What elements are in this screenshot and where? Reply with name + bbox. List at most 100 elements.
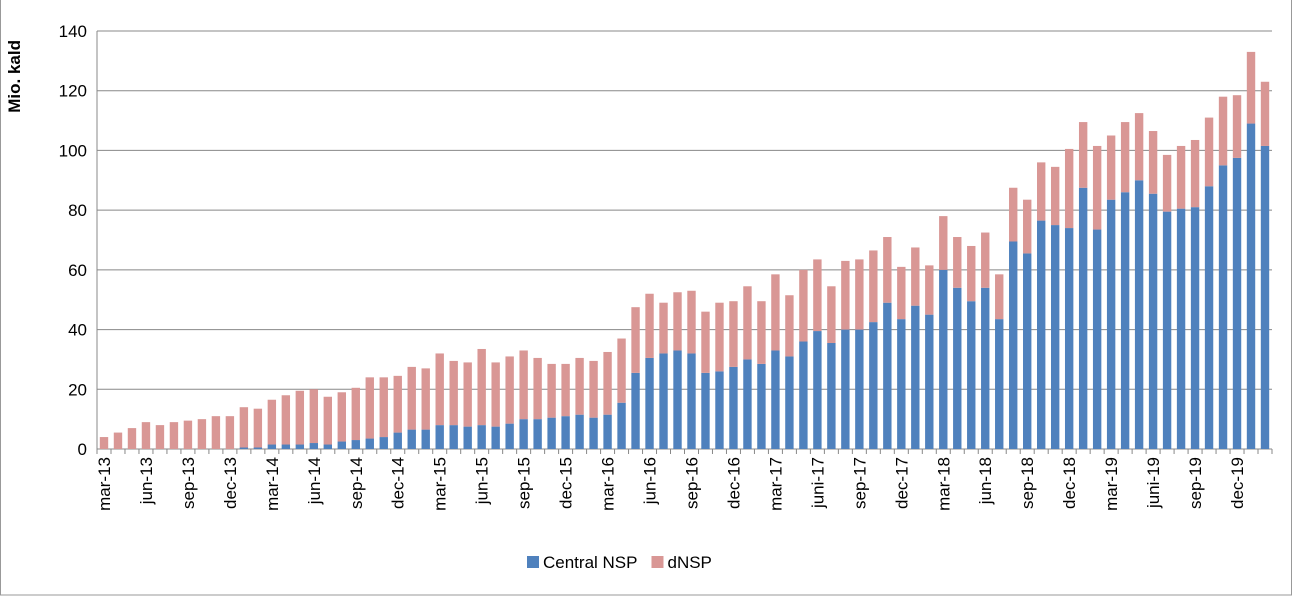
bar-segment <box>939 269 948 449</box>
bar-segment <box>1232 95 1242 158</box>
bar-segment <box>1037 220 1046 449</box>
bar-segment <box>995 319 1004 449</box>
bar-segment <box>757 301 766 364</box>
bar-segment <box>673 292 682 351</box>
bar-segment <box>519 350 528 420</box>
x-tick-label: jun-16 <box>641 457 660 505</box>
bar-segment <box>365 438 374 449</box>
legend-swatch <box>527 556 539 568</box>
bar-segment <box>491 426 500 449</box>
x-tick-label: sep-14 <box>347 457 366 509</box>
bar-segment <box>939 216 948 270</box>
x-tick-label: mar-17 <box>766 457 785 511</box>
bar-segment <box>883 237 892 303</box>
legend-label: dNSP <box>667 553 711 572</box>
bar-segment <box>1009 187 1018 242</box>
bar-segment <box>1009 241 1018 449</box>
bar-segment <box>771 350 780 449</box>
bar-segment <box>435 353 444 426</box>
bar-segment <box>589 360 598 418</box>
bar-segment <box>827 343 836 449</box>
bar-segment <box>183 420 193 449</box>
bar-segment <box>491 362 500 427</box>
bar-segment <box>925 314 934 449</box>
bar-segment <box>1023 253 1032 449</box>
bar-segment <box>519 419 528 449</box>
bar-segment <box>1023 199 1032 254</box>
bar-segment <box>1218 165 1228 449</box>
bar-segment <box>337 392 346 442</box>
x-tick-label: mar-19 <box>1102 457 1121 511</box>
bar-segment <box>1092 145 1102 230</box>
x-tick-label: dec-16 <box>724 457 743 509</box>
x-tick-label: dec-17 <box>892 457 911 509</box>
bar-segment <box>743 286 752 360</box>
x-tick-label: sep-18 <box>1018 457 1037 509</box>
bar-segment <box>701 372 710 449</box>
y-tick-label: 80 <box>68 201 87 220</box>
bar-segment <box>197 419 207 449</box>
bar-segment <box>211 416 221 449</box>
bar-segment <box>855 259 864 330</box>
bar-segment <box>897 266 906 320</box>
bar-segment <box>561 416 570 449</box>
bar-segment <box>827 286 836 344</box>
bar-segment <box>1162 211 1172 449</box>
bar-segment <box>463 426 472 449</box>
x-tick-label: mar-14 <box>263 457 282 511</box>
bar-segment <box>225 416 235 449</box>
y-axis-label: Mio. kald <box>5 40 24 113</box>
bar-segment <box>1037 162 1046 221</box>
y-tick-label: 120 <box>59 82 87 101</box>
bar-segment <box>323 444 332 449</box>
bar-segment <box>1204 186 1214 449</box>
bar-segment <box>407 429 416 449</box>
bar-segment <box>575 414 584 449</box>
bar-segment <box>911 247 920 306</box>
bar-segment <box>757 363 766 449</box>
bar-segment <box>575 357 584 415</box>
bar-segment <box>981 232 990 288</box>
bar-segment <box>645 293 654 358</box>
bar-segment <box>379 437 388 449</box>
x-tick-label: jun-18 <box>976 457 995 505</box>
x-tick-label: dec-18 <box>1060 457 1079 509</box>
bar-segment <box>729 366 738 449</box>
bar-segment <box>785 356 794 449</box>
bar-segment <box>323 396 332 445</box>
x-tick-label: juni-17 <box>808 457 827 509</box>
bar-segment <box>841 329 850 449</box>
bar-segment <box>1120 192 1130 449</box>
bar-segment <box>617 338 626 403</box>
x-tick-label: sep-13 <box>179 457 198 509</box>
x-tick-label: juni-19 <box>1144 457 1163 509</box>
bar-segment <box>449 425 458 449</box>
legend-label: Central NSP <box>543 553 637 572</box>
bar-segment <box>463 362 472 427</box>
bar-segment <box>1204 117 1214 187</box>
bar-segment <box>631 307 640 373</box>
bar-segment <box>785 295 794 357</box>
bar-segment <box>1218 96 1228 166</box>
bar-segment <box>1232 157 1242 449</box>
bar-segment <box>337 441 346 449</box>
bar-segment <box>239 407 249 448</box>
bar-segment <box>771 274 780 351</box>
bar-segment <box>911 305 920 449</box>
bar-segment <box>393 432 402 449</box>
bar-segment <box>547 363 556 418</box>
bar-segment <box>1092 229 1102 449</box>
bar-segment <box>1120 122 1130 193</box>
bar-segment <box>1064 148 1074 229</box>
bar-segment <box>239 447 249 449</box>
bar-segment <box>547 417 556 449</box>
bar-segment <box>477 425 486 449</box>
bar-segment <box>365 377 374 439</box>
bar-segment <box>1106 135 1116 200</box>
bar-segment <box>603 351 612 415</box>
x-tick-label: dec-13 <box>221 457 240 509</box>
bar-segment <box>449 360 458 426</box>
bar-segment <box>1246 51 1256 124</box>
bar-segment <box>589 417 598 449</box>
